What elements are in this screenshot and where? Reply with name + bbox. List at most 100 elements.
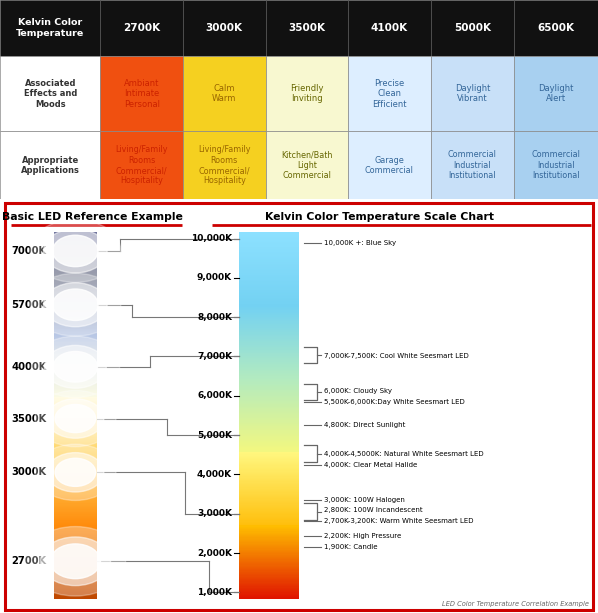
Bar [54,379,97,380]
Bar [54,567,97,568]
Bar [54,295,97,296]
Bar [239,283,299,284]
Bar [54,418,97,419]
Bar [348,131,431,199]
Bar [54,550,97,551]
Bar [54,501,97,502]
Bar [54,464,97,465]
Bar [239,460,299,462]
Text: 7,000K-7,500K: Cool White Seesmart LED: 7,000K-7,500K: Cool White Seesmart LED [324,354,469,359]
Bar [54,466,97,468]
Bar [54,349,97,351]
Bar [239,304,299,305]
Bar [239,363,299,364]
Text: 5,500K-6,000K:Day White Seesmart LED: 5,500K-6,000K:Day White Seesmart LED [324,399,465,405]
Bar [239,371,299,373]
Bar [239,348,299,349]
Bar [239,574,299,576]
Bar [54,591,97,592]
Bar [239,268,299,269]
Bar [239,257,299,258]
Bar [239,345,299,346]
Bar [239,313,299,314]
Text: 8,000K: 8,000K [197,313,232,322]
Bar [54,514,97,516]
Bar [239,284,299,285]
Bar [54,398,97,400]
Bar [239,243,299,245]
Bar [54,401,97,402]
Bar [54,287,97,289]
Bar [54,530,97,531]
Bar [239,357,299,358]
Bar [54,556,97,557]
Bar [54,236,97,237]
Bar [239,486,299,487]
Bar [54,308,97,309]
Bar [54,369,97,370]
Bar [239,455,299,457]
Bar [54,468,97,469]
Text: 4,000K: Clear Metal Halide: 4,000K: Clear Metal Halide [324,462,417,468]
Bar [239,392,299,394]
Bar [54,318,97,319]
Bar [54,422,97,423]
Bar [54,516,97,517]
Bar [239,381,299,383]
Bar [54,263,97,264]
Bar [239,535,299,536]
Bar [54,578,97,579]
Bar [239,309,299,310]
Bar [239,362,299,363]
Bar [54,265,97,267]
Bar [54,358,97,359]
Text: Appropriate
Applications: Appropriate Applications [21,156,80,175]
Bar [239,474,299,475]
Bar [54,517,97,518]
Bar [54,258,97,259]
Circle shape [55,405,96,433]
Bar [239,596,299,597]
Text: 4100K: 4100K [371,23,408,33]
Bar [54,374,97,375]
Bar [54,495,97,496]
Bar [239,524,299,525]
Bar [239,258,299,259]
Bar [54,453,97,454]
Bar [54,253,97,254]
Bar [54,387,97,389]
Bar [239,419,299,421]
Bar [239,331,299,332]
Bar [239,546,299,547]
Bar [54,425,97,427]
Bar [239,356,299,357]
Bar [239,473,299,474]
Bar [183,131,266,199]
Bar [239,314,299,315]
Bar [239,387,299,389]
Bar [239,565,299,566]
Circle shape [35,444,116,500]
Bar [54,305,97,306]
Bar [239,518,299,519]
Bar [0,56,100,131]
Bar [54,391,97,392]
Bar [239,556,299,557]
Bar [239,275,299,276]
Bar [54,274,97,275]
Bar [239,327,299,329]
Bar [54,454,97,455]
Bar [239,506,299,507]
Bar [239,534,299,535]
Bar [54,413,97,414]
Bar [54,337,97,338]
Bar [239,276,299,278]
Bar [239,353,299,354]
Bar [54,336,97,337]
Bar [54,459,97,460]
Bar [239,571,299,572]
Bar [54,574,97,576]
Bar [54,400,97,401]
Bar [239,386,299,387]
Text: 1,900K: Candle: 1,900K: Candle [324,544,377,550]
